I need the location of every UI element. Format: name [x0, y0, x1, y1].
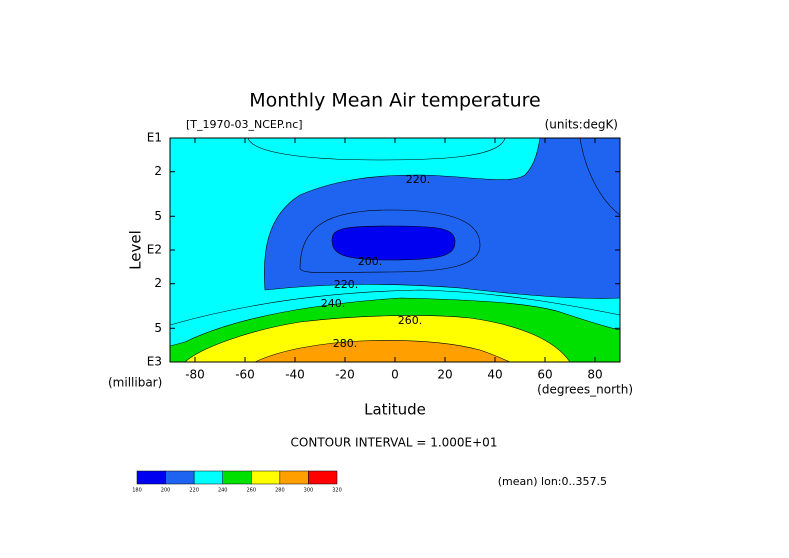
- contour-interval: CONTOUR INTERVAL = 1.000E+01: [291, 436, 498, 450]
- y-axis-unit: (millibar): [108, 376, 162, 390]
- chart-title: Monthly Mean Air temperature: [249, 90, 540, 112]
- colorbar-swatch: [222, 470, 252, 485]
- y-tick-label: E1: [147, 131, 162, 145]
- x-tick-label: -40: [285, 368, 305, 382]
- averaging-note: (mean) lon:0..357.5: [498, 475, 607, 488]
- colorbar-swatch: [279, 470, 309, 485]
- y-tick-label: E2: [147, 243, 162, 257]
- y-tick-label: 2: [154, 164, 162, 178]
- units: (units:degK): [545, 118, 618, 132]
- colorbar-label: 280: [275, 488, 285, 494]
- x-tick-label: 40: [487, 368, 502, 382]
- contour-band: [331, 225, 456, 261]
- contour-line: [579, 138, 620, 216]
- x-tick-label: 20: [437, 368, 452, 382]
- x-tick-label: 0: [391, 368, 399, 382]
- y-tick-label: 5: [154, 209, 162, 223]
- contour-line: [170, 289, 620, 326]
- contour-label: 260.: [398, 314, 423, 327]
- plot-area: [170, 138, 620, 362]
- x-tick-label: -80: [185, 368, 205, 382]
- colorbar-label: 320: [332, 488, 342, 494]
- contour-band: [254, 340, 511, 362]
- y-tick-label: 2: [154, 276, 162, 290]
- colorbar-swatch: [308, 470, 338, 485]
- colorbar-label: 300: [304, 488, 314, 494]
- colorbar-swatch: [165, 470, 195, 485]
- x-tick-label: 80: [587, 368, 602, 382]
- x-axis-label: Latitude: [364, 401, 426, 419]
- contour-line: [247, 138, 506, 161]
- colorbar-swatch: [136, 470, 166, 485]
- colorbar-label: 200: [161, 488, 171, 494]
- colorbar-label: 180: [132, 488, 142, 494]
- x-tick-label: -20: [335, 368, 355, 382]
- colorbar-swatch: [251, 470, 281, 485]
- colorbar-label: 260: [247, 488, 257, 494]
- contour-band: [264, 138, 620, 299]
- x-tick-label: 60: [537, 368, 552, 382]
- x-axis-unit: (degrees_north): [537, 383, 633, 397]
- contour-label: 200.: [358, 255, 383, 268]
- x-tick-label: -60: [235, 368, 255, 382]
- y-tick-label: E3: [147, 355, 162, 369]
- colorbar-swatch: [193, 470, 223, 485]
- contour-label: 220.: [406, 173, 431, 186]
- colorbar-label: 240: [218, 488, 228, 494]
- source-file: [T_1970-03_NCEP.nc]: [186, 118, 303, 131]
- y-tick-label: 5: [154, 321, 162, 335]
- contour-label: 240.: [321, 297, 346, 310]
- contour-label: 220.: [334, 278, 359, 291]
- y-axis-label: Level: [127, 230, 145, 270]
- contour-label: 280.: [333, 337, 358, 350]
- colorbar-label: 220: [189, 488, 199, 494]
- contour-line: [299, 209, 481, 273]
